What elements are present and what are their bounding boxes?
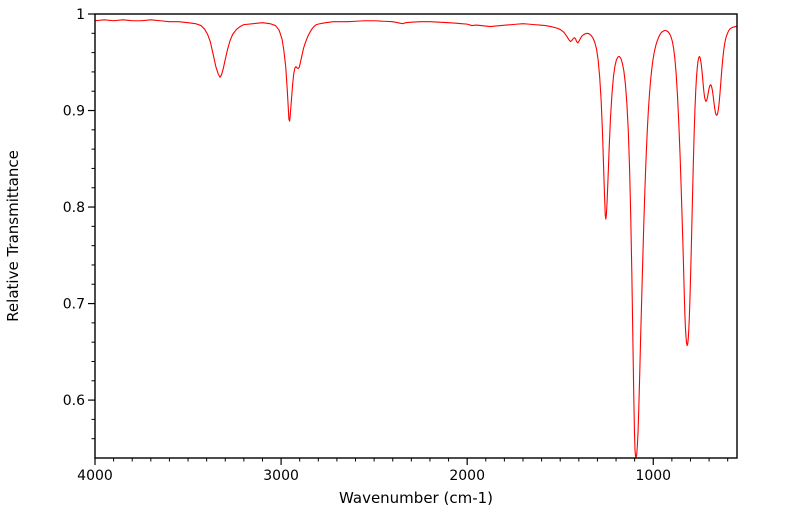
series-layer	[95, 19, 737, 458]
y-axis-tick-label: 0.8	[63, 200, 85, 216]
x-axis-tick-label: 4000	[77, 468, 113, 484]
y-axis-tick-label: 0.7	[63, 297, 85, 313]
spectrum-line	[95, 19, 737, 458]
plot-frame-layer	[94, 13, 738, 459]
plot-frame	[94, 13, 738, 459]
x-axis-tick-label: 1000	[635, 468, 671, 484]
x-axis-tick-label: 2000	[449, 468, 485, 484]
x-axis-title: Wavenumber (cm-1)	[339, 489, 493, 507]
y-axis-tick-label: 1	[76, 7, 85, 23]
x-axis-tick-label: 3000	[263, 468, 299, 484]
axis-ticks-layer: 4000 3000 2000 1000 1 0.9 0.8 0.7 0.6	[63, 7, 729, 484]
y-axis-tick-label: 0.9	[63, 104, 85, 120]
y-axis-title: Relative Transmittance	[4, 150, 22, 322]
y-axis-tick-label: 0.6	[63, 393, 85, 409]
